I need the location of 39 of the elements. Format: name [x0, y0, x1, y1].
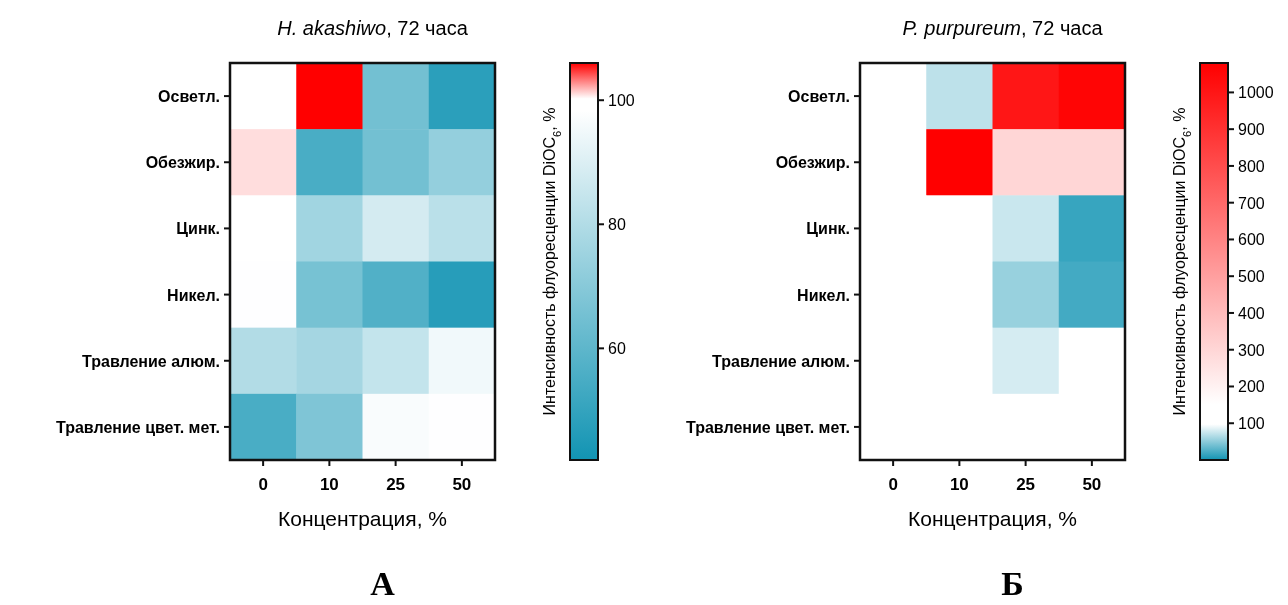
x-tick-label: 25 [386, 475, 406, 494]
x-tick-label: 25 [1016, 475, 1036, 494]
x-tick-label: 0 [888, 475, 898, 494]
y-tick-label: Осветл. [788, 88, 850, 106]
y-tick-label: Никел. [167, 286, 220, 304]
y-tick-label: Травление алюм. [712, 352, 850, 370]
color-bar-label: 1000 [1238, 84, 1274, 102]
color-bar-label: 700 [1238, 194, 1265, 212]
color-bar-label: 100 [608, 92, 635, 110]
y-tick-label: Цинк. [176, 220, 220, 238]
color-bar-label: 200 [1238, 378, 1265, 396]
x-tick-label: 50 [1082, 475, 1102, 494]
y-tick-label: Обезжир. [775, 154, 850, 172]
color-bar-label: 300 [1238, 341, 1265, 359]
color-bar-label: 80 [608, 216, 626, 234]
x-tick-label: 10 [949, 475, 969, 494]
y-tick-label: Осветл. [158, 88, 220, 106]
y-tick-label: Травление алюм. [82, 352, 220, 370]
y-tick-label: Никел. [797, 286, 850, 304]
color-bar-label: 400 [1238, 304, 1265, 322]
x-axis-title: Концентрация, % [907, 507, 1078, 530]
x-tick-label: 0 [258, 475, 268, 494]
chart-title: P. purpureum, 72 часа [902, 17, 1104, 39]
color-bar-label: 600 [1238, 231, 1265, 249]
y-tick-label: Обезжир. [145, 154, 220, 172]
color-bar-label: 60 [608, 340, 626, 358]
color-bar-label: 900 [1238, 121, 1265, 139]
x-axis-title: Концентрация, % [277, 507, 448, 530]
text: Б [1001, 565, 1024, 602]
color-bar-label: 100 [1238, 415, 1265, 433]
y-tick-label: Цинк. [806, 220, 850, 238]
color-bar-label: 800 [1238, 157, 1265, 175]
chart-title: H. akashiwo, 72 часа [277, 17, 469, 39]
x-tick-label: 10 [319, 475, 339, 494]
x-tick-label: 50 [452, 475, 472, 494]
y-tick-label: Травление цвет. мет. [55, 418, 220, 436]
color-bar-label: 500 [1238, 268, 1265, 286]
y-tick-label: Травление цвет. мет. [685, 418, 850, 436]
text: А [370, 565, 396, 602]
